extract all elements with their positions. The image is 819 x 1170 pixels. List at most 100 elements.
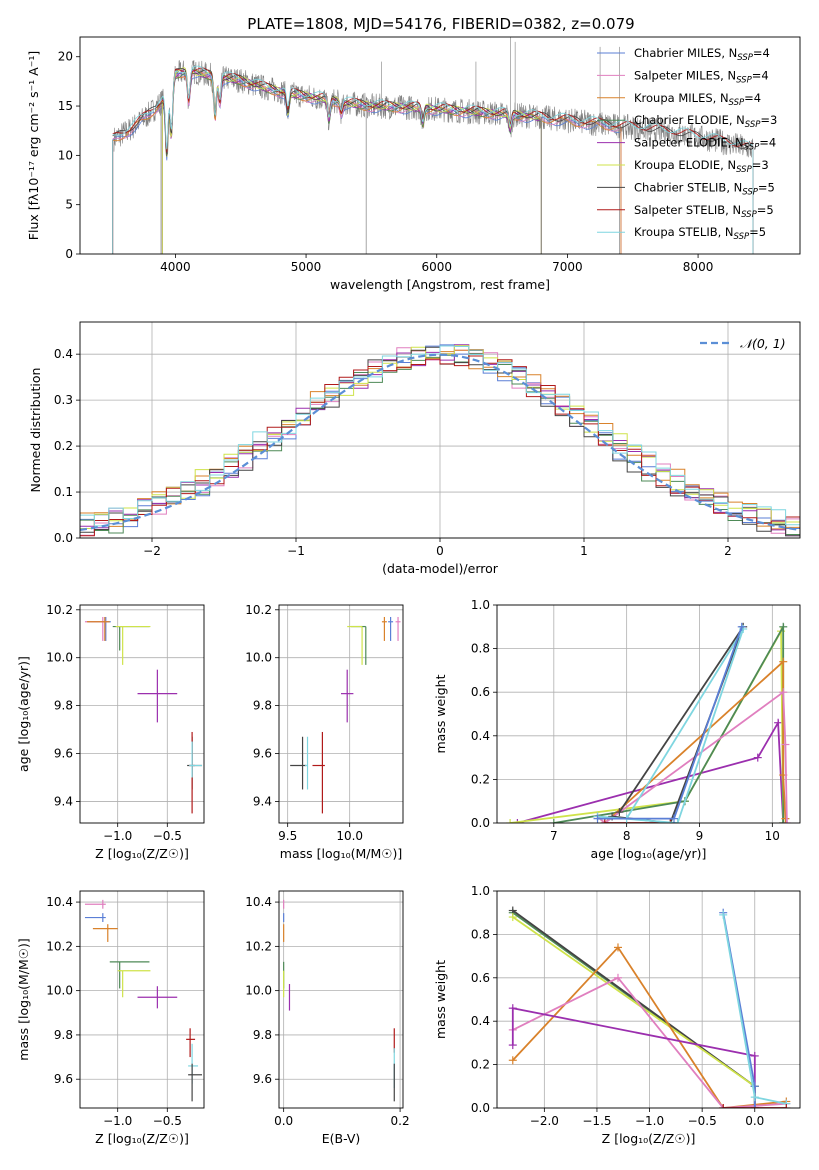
x-tick-label: 10.0	[336, 829, 363, 843]
panel-residuals: −2 −1 0 1 2 0.0 0.1 0.2 0.3 0.4 (data-model)/error…	[28, 321, 801, 576]
figure-title: PLATE=1808, MJD=54176, FIBERID=0382, z=0…	[247, 15, 634, 33]
y-tick-label: 10.4	[245, 895, 272, 909]
y-tick-label: 10.0	[245, 651, 272, 665]
x-tick-label: −1.0	[103, 829, 132, 843]
spectrum-legend: Chabrier MILES, NSSP=4 Salpeter MILES, NS…	[597, 46, 777, 242]
residual-histogram	[80, 345, 800, 535]
x-tick-label: 7	[550, 829, 558, 843]
panel-weight_age: 7 8 9 10 0.0 0.2 0.4 0.6 0.8 1.0 age [log₁₀(age/yr…	[433, 598, 801, 861]
mass-weight-line	[517, 719, 785, 823]
panel-mass_ebv: 0.0 0.2 9.6 9.8 10.0 10.2 10.4 E(B-V)	[245, 890, 410, 1146]
y-tick-label: 9.4	[54, 794, 73, 808]
y-tick-label: 9.8	[54, 1028, 73, 1042]
y-tick-label: 9.8	[54, 699, 73, 713]
residual-legend: 𝒩(0, 1)	[700, 336, 786, 351]
y-tick-label: 0.0	[471, 816, 490, 830]
plot-area-mass_ebv	[283, 899, 395, 1102]
axes-frame	[496, 604, 801, 824]
legend-label: Chabrier STELIB, NSSP=5	[634, 180, 775, 197]
x-tick-label: −0.5	[153, 1114, 182, 1128]
x-tick-label: −2	[143, 544, 161, 558]
axes-frame	[79, 604, 205, 824]
y-tick-label: 10.2	[46, 939, 73, 953]
x-tick-label: 8000	[683, 260, 714, 274]
legend-label: Kroupa MILES, NSSP=4	[634, 91, 761, 108]
panel-age_mass: 9.5 10.0 9.4 9.6 9.8 10.0 10.2 mass [log₁₀(M/M☉…	[245, 603, 404, 861]
y-tick-label: 9.4	[253, 794, 272, 808]
y-tick-label: 0.4	[54, 347, 73, 361]
plot-area-weight_age	[506, 622, 791, 823]
y-tick-label: 10.2	[245, 603, 272, 617]
y-tick-label: 10.0	[46, 984, 73, 998]
y-tick-label: 5	[65, 198, 73, 212]
x-tick-label: 1	[580, 544, 588, 558]
x-axis-label: (data-model)/error	[382, 561, 499, 576]
y-tick-label: 0.0	[471, 1101, 490, 1115]
x-tick-label: −1.0	[635, 1114, 664, 1128]
y-tick-label: 0.4	[471, 729, 490, 743]
y-axis-label: mass weight	[433, 960, 448, 1039]
x-tick-label: 0.0	[274, 1114, 293, 1128]
x-tick-label: 4000	[160, 260, 191, 274]
x-tick-label: −2.0	[530, 1114, 559, 1128]
y-tick-label: 9.8	[253, 699, 272, 713]
x-axis-label: mass [log₁₀(M/M☉)]	[280, 846, 402, 861]
plot-area-weight_Z	[508, 906, 791, 1108]
x-tick-label: 9	[696, 829, 704, 843]
y-tick-label: 0.2	[471, 1058, 490, 1072]
y-tick-label: 1.0	[471, 884, 490, 898]
y-axis-label: Flux [fλ10⁻¹⁷ erg cm⁻² s⁻¹ A⁻¹]	[26, 51, 41, 240]
axes-frame	[496, 890, 801, 1109]
y-tick-label: 0.0	[54, 531, 73, 545]
axes-frame	[79, 36, 801, 255]
y-tick-label: 9.8	[253, 1028, 272, 1042]
y-tick-label: 0.6	[471, 971, 490, 985]
y-tick-label: 9.6	[253, 1072, 272, 1086]
x-tick-label: 6000	[421, 260, 452, 274]
y-axis-label: mass weight	[433, 674, 448, 753]
x-tick-label: 0	[436, 544, 444, 558]
panel-spectrum: 4000 5000 6000 7000 8000 0 5 10 15 20 wavelength […	[26, 36, 801, 292]
legend-label: Kroupa STELIB, NSSP=5	[634, 225, 766, 242]
x-tick-label: 10	[765, 829, 780, 843]
spectrum-model-line	[112, 65, 753, 150]
axes-frame	[79, 890, 205, 1109]
x-tick-label: −1.0	[103, 1114, 132, 1128]
y-tick-label: 0.8	[471, 642, 490, 656]
y-tick-label: 15	[58, 99, 73, 113]
axes-frame	[79, 321, 801, 539]
x-tick-label: 8	[623, 829, 631, 843]
x-tick-label: 7000	[552, 260, 583, 274]
axes-frame	[278, 890, 404, 1109]
y-tick-label: 0.6	[471, 685, 490, 699]
y-tick-label: 0.2	[54, 439, 73, 453]
y-tick-label: 9.6	[54, 747, 73, 761]
plot-area-age_Z	[84, 616, 203, 814]
x-tick-label: −1.5	[582, 1114, 611, 1128]
spectrum-model-line	[112, 70, 621, 154]
x-axis-label: age [log₁₀(age/yr)]	[591, 846, 707, 861]
y-tick-label: 0.1	[54, 485, 73, 499]
y-tick-label: 10.2	[46, 603, 73, 617]
y-axis-label: mass [log₁₀(M/M☉)]	[16, 938, 31, 1060]
y-tick-label: 10.2	[245, 939, 272, 953]
x-tick-label: 9.5	[278, 829, 297, 843]
y-tick-label: 10.0	[245, 984, 272, 998]
plot-area-spectrum	[112, 37, 754, 254]
y-axis-label: age [log₁₀(age/yr)]	[16, 656, 31, 772]
y-tick-label: 0.4	[471, 1014, 490, 1028]
y-tick-label: 1.0	[471, 598, 490, 612]
x-tick-label: 0.0	[745, 1114, 764, 1128]
y-tick-label: 10.0	[46, 651, 73, 665]
x-tick-label: 0.2	[391, 1114, 410, 1128]
x-axis-label: E(B-V)	[322, 1131, 361, 1146]
plot-area-residuals	[80, 344, 800, 537]
panel-weight_Z: −2.0 −1.5 −1.0 −0.5 0.0 0.0 0.2 0.4 0.6 0.8 1.0 Z […	[433, 884, 801, 1146]
y-axis-label: Normed distribution	[28, 368, 43, 493]
x-axis-label: Z [log₁₀(Z/Z☉)]	[602, 1131, 696, 1146]
axes-frame	[278, 604, 404, 824]
plot-area-age_mass	[290, 616, 401, 814]
x-tick-label: 5000	[291, 260, 322, 274]
x-tick-label: 2	[724, 544, 732, 558]
